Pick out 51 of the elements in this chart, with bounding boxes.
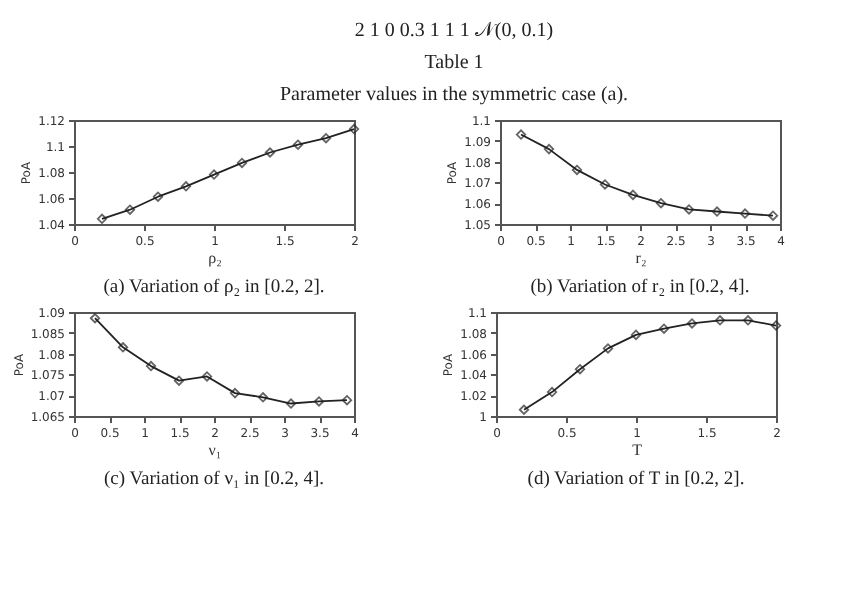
point [124, 204, 136, 215]
text: 2 1 0 0.3 1 1 1 𝒩(0, 0.1) [354, 20, 554, 42]
point [313, 396, 325, 407]
x-axis-title: ρ₂ [208, 249, 223, 267]
point [285, 398, 297, 409]
point [320, 133, 332, 144]
x-axis-title: r₂ [635, 249, 647, 267]
point [686, 318, 698, 329]
point [739, 208, 751, 219]
text: (a) Variation of ρ₂ in [0.2, 2]. [103, 278, 325, 298]
text: (b) Variation of r₂ in [0.2, 4]. [530, 278, 750, 298]
point [655, 198, 667, 209]
point [770, 320, 782, 331]
point [571, 164, 583, 176]
point [117, 342, 129, 353]
point [742, 315, 754, 326]
point [574, 364, 586, 375]
point [599, 179, 611, 190]
point [341, 395, 353, 406]
x-axis-title: ν₁ [208, 441, 222, 459]
point [602, 343, 614, 354]
point [658, 323, 670, 334]
text: (d) Variation of T in [0.2, 2]. [527, 470, 745, 490]
point [264, 147, 276, 158]
point [627, 189, 639, 201]
point [711, 206, 723, 217]
point [96, 213, 108, 224]
point [208, 169, 220, 180]
point [683, 204, 695, 215]
point [152, 191, 164, 202]
point [515, 129, 527, 140]
point [180, 181, 192, 192]
point [518, 404, 530, 415]
point [201, 371, 213, 382]
caption: Table 1 [424, 52, 484, 74]
point [546, 386, 558, 398]
point [257, 392, 269, 403]
point [348, 123, 360, 135]
point [543, 143, 555, 155]
point [767, 210, 779, 221]
point [145, 360, 157, 372]
x-axis-title: T [632, 441, 643, 459]
point [89, 313, 101, 324]
point [236, 157, 248, 169]
text: Parameter values in the symmetric case (a). [279, 84, 629, 106]
point [229, 387, 241, 399]
point [292, 139, 304, 150]
point [714, 315, 726, 326]
point [630, 329, 642, 341]
text: (c) Variation of ν₁ in [0.2, 4]. [103, 470, 325, 490]
point [173, 375, 185, 386]
